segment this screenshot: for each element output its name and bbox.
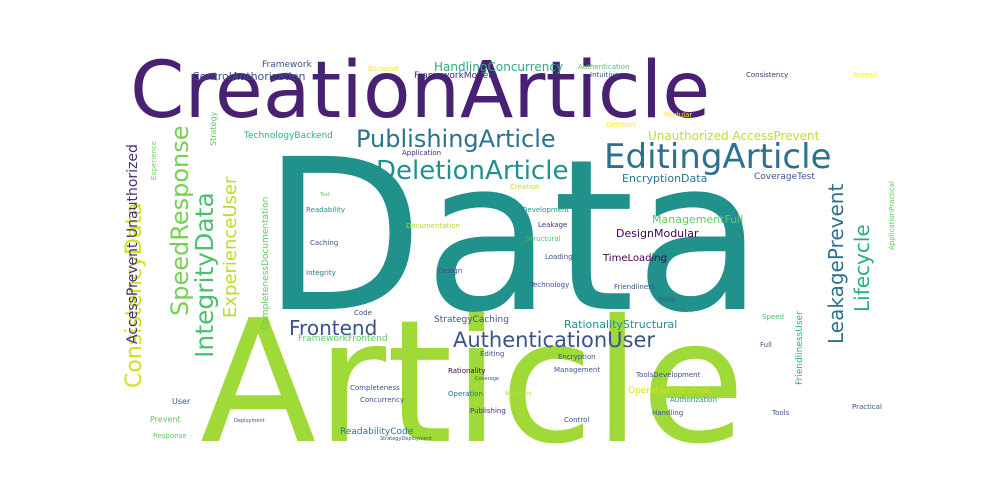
cloud-word: StrategyDeployment — [380, 436, 433, 442]
cloud-word: TimeLoading — [603, 253, 667, 264]
cloud-word: Data — [262, 114, 764, 359]
cloud-word: Leakage — [538, 221, 568, 229]
cloud-word: Speed — [762, 313, 784, 321]
cloud-word: Article — [200, 284, 746, 482]
cloud-word: Experience — [150, 140, 158, 180]
cloud-word: AccessPrevent Unauthorized — [125, 144, 141, 344]
cloud-word: CoverageTest — [754, 172, 815, 182]
cloud-word: Coverage — [475, 376, 499, 382]
cloud-word: Structural — [526, 235, 561, 243]
cloud-word: DesignModular — [616, 227, 699, 240]
cloud-word: TechnologyBackend — [244, 131, 333, 141]
cloud-word: Operation — [448, 390, 483, 398]
cloud-word: Response — [153, 432, 187, 440]
cloud-word: HandlingConcurrency — [434, 60, 564, 74]
cloud-word: Design — [438, 267, 463, 275]
cloud-word: LeakagePrevent — [824, 183, 848, 344]
cloud-word: CompletenessDocumentation — [261, 196, 271, 330]
cloud-word: Prevent — [150, 415, 181, 424]
cloud-word: Readability — [306, 206, 346, 214]
cloud-word: Creation — [510, 183, 540, 191]
cloud-word: Authentication — [578, 63, 630, 71]
cloud-word: Code — [354, 309, 372, 317]
cloud-word: Encryption — [558, 353, 596, 361]
cloud-word: OperationIntuitive — [628, 386, 710, 396]
cloud-word: Friendliness — [614, 283, 656, 291]
cloud-word: AuthenticationUser — [453, 328, 656, 352]
cloud-word: Modular — [664, 111, 693, 119]
cloud-word: Consistency — [746, 71, 789, 79]
cloud-word: Concurrency — [360, 396, 405, 404]
cloud-word: Publishing — [470, 407, 506, 415]
cloud-word: Backend — [368, 65, 398, 73]
cloud-word: Deletion — [606, 121, 636, 129]
cloud-word: Tools — [772, 409, 790, 417]
cloud-word: CreationArticle — [130, 46, 711, 136]
cloud-word: Deployment — [234, 418, 265, 424]
cloud-word: Editing — [480, 350, 505, 358]
cloud-word: PublishingArticle — [356, 125, 556, 153]
cloud-word: Practical — [852, 403, 882, 411]
cloud-word: ReadabilityCode — [340, 427, 414, 437]
cloud-word: Rationality — [448, 367, 486, 375]
cloud-word: ApplicationPractical — [888, 181, 896, 250]
cloud-word: FrameworkFrontend — [298, 334, 388, 344]
cloud-word: Time — [658, 296, 676, 304]
cloud-word: Development — [522, 206, 570, 214]
cloud-word: Documentation — [406, 222, 460, 230]
cloud-word: SpeedResponse — [166, 125, 194, 317]
cloud-word: Test — [320, 192, 330, 198]
cloud-word: ExperienceUser — [220, 176, 241, 318]
cloud-word: ManagementFull — [652, 213, 744, 226]
cloud-word: FriendlinessUser — [795, 311, 805, 385]
cloud-word: EditingArticle — [604, 137, 832, 177]
cloud-word: Technology — [530, 281, 570, 289]
cloud-word: Application — [402, 149, 442, 157]
cloud-word: Strategy — [209, 111, 218, 146]
cloud-word: ToolsDevelopment — [636, 371, 701, 379]
cloud-word: FrameworkModern — [414, 71, 498, 81]
cloud-word: ControlAuthorization — [192, 70, 306, 83]
cloud-word: IntegrityData — [190, 192, 219, 358]
cloud-word: Handling — [652, 409, 684, 417]
cloud-word: Modern — [505, 390, 532, 398]
cloud-word: EncryptionData — [622, 172, 708, 185]
cloud-word: Caching — [310, 239, 339, 247]
cloud-word: Authorization — [670, 396, 717, 404]
cloud-word: Control — [564, 416, 590, 424]
cloud-word: Management — [554, 366, 601, 374]
cloud-word: Loading — [545, 253, 573, 261]
cloud-word: Frontend — [289, 316, 378, 340]
cloud-word: Framework — [262, 60, 312, 70]
cloud-word: Full — [760, 341, 772, 349]
cloud-word: RationalityStructural — [564, 318, 678, 331]
cloud-word: StrategyCaching — [434, 315, 509, 325]
cloud-word: Integrity — [306, 269, 336, 277]
cloud-word: Unauthorized AccessPrevent — [648, 129, 820, 143]
cloud-word: User — [172, 397, 191, 406]
cloud-word: Access — [853, 71, 877, 79]
cloud-word: Lifecycle — [850, 224, 874, 312]
cloud-word: Intuitive — [590, 71, 619, 79]
cloud-word: Completeness — [350, 384, 400, 392]
cloud-word: DeletionArticle — [376, 156, 569, 186]
